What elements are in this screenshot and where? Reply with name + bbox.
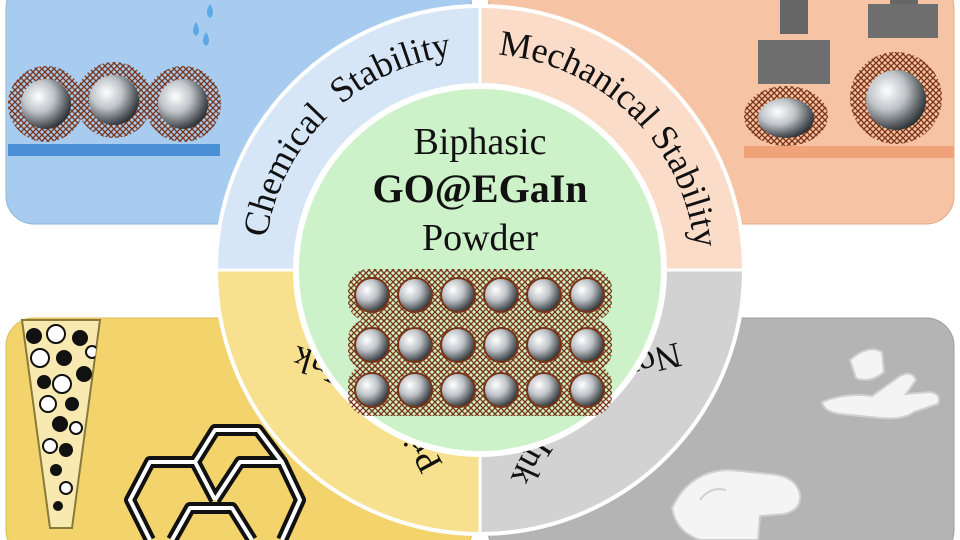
coated-sphere bbox=[526, 372, 562, 408]
coated-sphere bbox=[526, 277, 562, 313]
coated-sphere bbox=[397, 277, 433, 313]
coated-sphere bbox=[483, 327, 519, 363]
center-title-line2: GO@EGaIn bbox=[372, 166, 587, 211]
coated-sphere bbox=[483, 372, 519, 408]
substrate-mechanical bbox=[744, 146, 954, 158]
coated-sphere bbox=[397, 372, 433, 408]
press-icon bbox=[758, 0, 938, 84]
coated-particles-chemical bbox=[8, 62, 221, 142]
coated-sphere bbox=[440, 277, 476, 313]
coated-sphere bbox=[569, 327, 605, 363]
coated-sphere bbox=[354, 277, 390, 313]
substrate-chemical bbox=[8, 144, 220, 156]
center-title-line1: Biphasic bbox=[414, 121, 547, 163]
coated-sphere bbox=[526, 327, 562, 363]
coated-sphere bbox=[354, 372, 390, 408]
coated-sphere bbox=[569, 372, 605, 408]
hexagon-pattern-icon bbox=[124, 424, 306, 540]
coated-sphere bbox=[440, 372, 476, 408]
coated-sphere bbox=[483, 277, 519, 313]
glove-hand-icon bbox=[670, 348, 940, 540]
coated-sphere bbox=[569, 277, 605, 313]
coated-sphere bbox=[440, 327, 476, 363]
droplet-icon bbox=[193, 4, 213, 46]
coated-particles-mechanical bbox=[744, 52, 942, 146]
ink-tube-icon bbox=[20, 319, 102, 529]
coated-sphere bbox=[354, 327, 390, 363]
powder-layers-illustration bbox=[348, 269, 612, 416]
center-title-line3: Powder bbox=[422, 217, 538, 259]
coated-sphere bbox=[397, 327, 433, 363]
